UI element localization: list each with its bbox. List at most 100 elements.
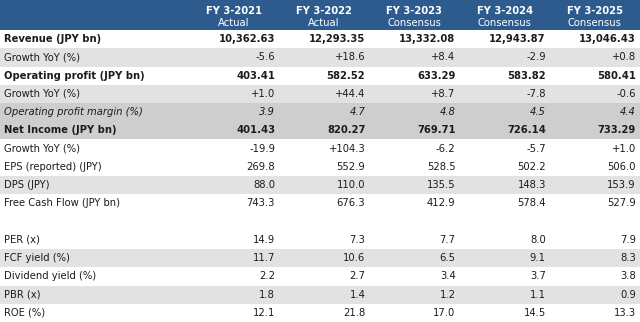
Text: Net Income (JPY bn): Net Income (JPY bn) <box>4 125 116 135</box>
Bar <box>0 103 640 121</box>
Text: 506.0: 506.0 <box>607 162 636 172</box>
Text: 580.41: 580.41 <box>597 71 636 80</box>
Text: 582.52: 582.52 <box>326 71 365 80</box>
Text: 8.3: 8.3 <box>620 253 636 263</box>
Bar <box>0 121 640 139</box>
Text: 527.9: 527.9 <box>607 198 636 208</box>
Text: Growth YoY (%): Growth YoY (%) <box>4 52 80 62</box>
Text: FY 3-2021: FY 3-2021 <box>206 6 262 16</box>
Text: FY 3-2022: FY 3-2022 <box>296 6 352 16</box>
Text: FY 3-2024: FY 3-2024 <box>477 6 532 16</box>
Text: -2.9: -2.9 <box>526 52 546 62</box>
Text: 12,943.87: 12,943.87 <box>489 34 546 44</box>
Text: 2.2: 2.2 <box>259 271 275 281</box>
Text: 676.3: 676.3 <box>337 198 365 208</box>
Text: 401.43: 401.43 <box>236 125 275 135</box>
Text: +8.7: +8.7 <box>431 89 456 99</box>
Text: 743.3: 743.3 <box>246 198 275 208</box>
Text: Actual: Actual <box>308 18 340 28</box>
Text: 4.5: 4.5 <box>530 107 546 117</box>
Text: 10.6: 10.6 <box>343 253 365 263</box>
Text: 726.14: 726.14 <box>507 125 546 135</box>
Bar <box>0 194 640 213</box>
Text: 13.3: 13.3 <box>614 308 636 318</box>
Bar <box>0 213 640 231</box>
Text: 1.1: 1.1 <box>530 289 546 300</box>
Text: FY 3-2025: FY 3-2025 <box>567 6 623 16</box>
Text: DPS (JPY): DPS (JPY) <box>4 180 49 190</box>
Text: +8.4: +8.4 <box>431 52 456 62</box>
Text: 633.29: 633.29 <box>417 71 456 80</box>
Text: PER (x): PER (x) <box>4 235 40 245</box>
Text: Operating profit (JPY bn): Operating profit (JPY bn) <box>4 71 145 80</box>
Text: Consensus: Consensus <box>568 18 622 28</box>
Text: 88.0: 88.0 <box>253 180 275 190</box>
Bar <box>0 158 640 176</box>
Text: 820.27: 820.27 <box>327 125 365 135</box>
Bar <box>0 231 640 249</box>
Text: 9.1: 9.1 <box>530 253 546 263</box>
Text: 528.5: 528.5 <box>427 162 456 172</box>
Text: +1.0: +1.0 <box>251 89 275 99</box>
Text: -6.2: -6.2 <box>436 144 456 154</box>
Text: Consensus: Consensus <box>477 18 532 28</box>
Text: 578.4: 578.4 <box>517 198 546 208</box>
Text: 13,332.08: 13,332.08 <box>399 34 456 44</box>
Text: 110.0: 110.0 <box>337 180 365 190</box>
Text: 7.9: 7.9 <box>620 235 636 245</box>
Text: Growth YoY (%): Growth YoY (%) <box>4 89 80 99</box>
Text: +104.3: +104.3 <box>328 144 365 154</box>
Text: +44.4: +44.4 <box>335 89 365 99</box>
Text: 13,046.43: 13,046.43 <box>579 34 636 44</box>
Text: 4.8: 4.8 <box>440 107 456 117</box>
Text: FCF yield (%): FCF yield (%) <box>4 253 70 263</box>
Text: 4.4: 4.4 <box>620 107 636 117</box>
Text: 7.3: 7.3 <box>349 235 365 245</box>
Text: +0.8: +0.8 <box>612 52 636 62</box>
Text: 14.9: 14.9 <box>253 235 275 245</box>
Text: 552.9: 552.9 <box>337 162 365 172</box>
Text: 3.9: 3.9 <box>259 107 275 117</box>
Text: -7.8: -7.8 <box>526 89 546 99</box>
Text: 3.7: 3.7 <box>530 271 546 281</box>
Text: 269.8: 269.8 <box>246 162 275 172</box>
Text: PBR (x): PBR (x) <box>4 289 40 300</box>
Bar <box>0 30 640 48</box>
Text: 1.2: 1.2 <box>440 289 456 300</box>
Text: -0.6: -0.6 <box>616 89 636 99</box>
Text: 21.8: 21.8 <box>343 308 365 318</box>
Text: 733.29: 733.29 <box>598 125 636 135</box>
Text: 1.8: 1.8 <box>259 289 275 300</box>
Bar <box>0 48 640 67</box>
Text: -5.7: -5.7 <box>526 144 546 154</box>
Text: 10,362.63: 10,362.63 <box>219 34 275 44</box>
Bar <box>0 67 640 85</box>
Text: 6.5: 6.5 <box>440 253 456 263</box>
Text: 769.71: 769.71 <box>417 125 456 135</box>
Bar <box>0 0 640 30</box>
Text: +18.6: +18.6 <box>335 52 365 62</box>
Text: -19.9: -19.9 <box>249 144 275 154</box>
Bar <box>0 176 640 194</box>
Text: 4.7: 4.7 <box>349 107 365 117</box>
Text: Growth YoY (%): Growth YoY (%) <box>4 144 80 154</box>
Text: EPS (reported) (JPY): EPS (reported) (JPY) <box>4 162 102 172</box>
Bar <box>0 304 640 322</box>
Text: 153.9: 153.9 <box>607 180 636 190</box>
Text: 2.7: 2.7 <box>349 271 365 281</box>
Text: 148.3: 148.3 <box>517 180 546 190</box>
Text: 7.7: 7.7 <box>440 235 456 245</box>
Text: 11.7: 11.7 <box>253 253 275 263</box>
Text: Free Cash Flow (JPY bn): Free Cash Flow (JPY bn) <box>4 198 120 208</box>
Text: 3.8: 3.8 <box>620 271 636 281</box>
Text: 403.41: 403.41 <box>236 71 275 80</box>
Text: 583.82: 583.82 <box>507 71 546 80</box>
Text: 502.2: 502.2 <box>517 162 546 172</box>
Text: Consensus: Consensus <box>387 18 442 28</box>
Text: Operating profit margin (%): Operating profit margin (%) <box>4 107 143 117</box>
Text: -5.6: -5.6 <box>255 52 275 62</box>
Text: FY 3-2023: FY 3-2023 <box>387 6 442 16</box>
Bar <box>0 139 640 158</box>
Text: 412.9: 412.9 <box>427 198 456 208</box>
Text: 8.0: 8.0 <box>530 235 546 245</box>
